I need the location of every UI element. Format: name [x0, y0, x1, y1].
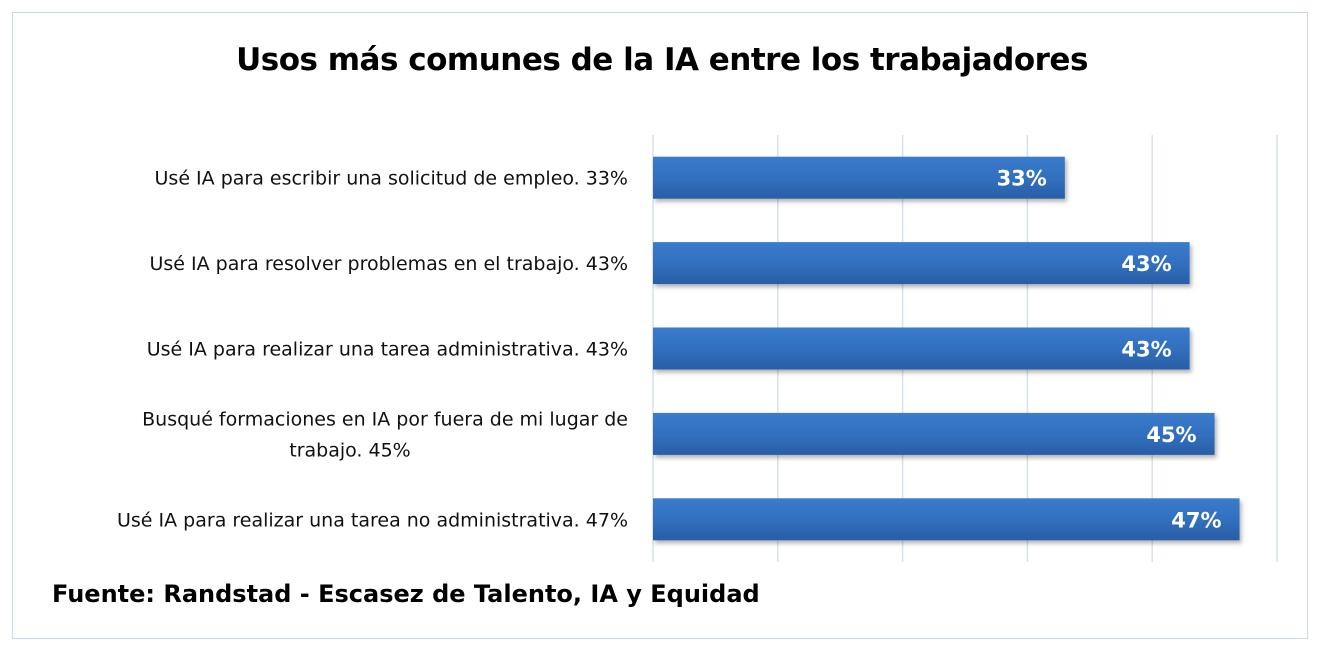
bar [653, 498, 1240, 541]
category-label: Usé IA para resolver problemas en el tra… [149, 253, 628, 275]
category-label: trabajo. 45% [289, 439, 411, 461]
bar [653, 156, 1065, 199]
chart-frame [12, 12, 1308, 639]
data-label: 43% [1121, 338, 1171, 362]
source-note: Fuente: Randstad - Escasez de Talento, I… [52, 580, 760, 608]
chart-title: Usos más comunes de la IA entre los trab… [236, 42, 1088, 78]
bar [653, 327, 1190, 370]
category-label: Usé IA para escribir una solicitud de em… [155, 168, 628, 190]
category-label: Busqué formaciones en IA por fuera de mi… [142, 408, 628, 430]
data-label: 47% [1171, 508, 1221, 532]
data-label: 33% [997, 167, 1047, 191]
category-label: Usé IA para realizar una tarea no admini… [117, 509, 628, 531]
bar [653, 412, 1215, 455]
data-label: 45% [1146, 423, 1196, 447]
data-label: 43% [1121, 252, 1171, 276]
bar [653, 242, 1190, 285]
category-label: Usé IA para realizar una tarea administr… [147, 339, 628, 361]
